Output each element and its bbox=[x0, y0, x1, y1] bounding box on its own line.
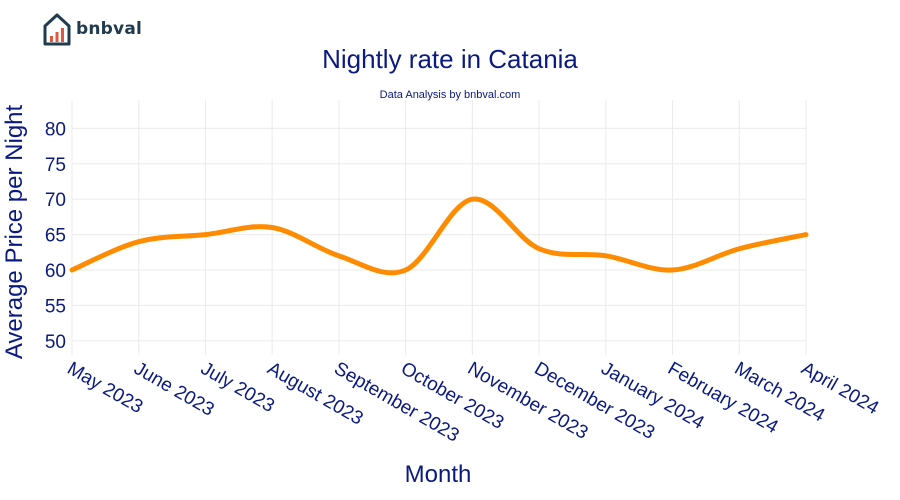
grid-lines bbox=[71, 100, 807, 355]
chart-subtitle: Data Analysis by bnbval.com bbox=[379, 89, 521, 101]
house-chart-icon bbox=[43, 13, 71, 46]
brand-name: bnbval bbox=[76, 19, 143, 39]
y-tick-label: 80 bbox=[45, 119, 66, 140]
x-tick-label: May 2023 bbox=[64, 358, 147, 418]
x-axis-title: Month bbox=[405, 461, 472, 488]
x-tick-label: February 2024 bbox=[664, 358, 782, 438]
y-tick-label: 55 bbox=[45, 296, 66, 317]
y-axis-title: Average Price per Night bbox=[1, 104, 28, 359]
y-tick-label: 75 bbox=[45, 155, 66, 176]
y-axis-ticks: 50 55 60 65 70 75 80 bbox=[45, 119, 66, 353]
chart-title: Nightly rate in Catania bbox=[322, 44, 578, 74]
y-tick-label: 70 bbox=[45, 190, 66, 211]
y-tick-label: 65 bbox=[45, 226, 66, 247]
series-layer bbox=[69, 196, 809, 276]
y-tick-label: 60 bbox=[45, 261, 66, 282]
series-line bbox=[69, 196, 809, 276]
y-tick-label: 50 bbox=[45, 332, 66, 353]
brand-logo: bnbval bbox=[42, 12, 142, 46]
